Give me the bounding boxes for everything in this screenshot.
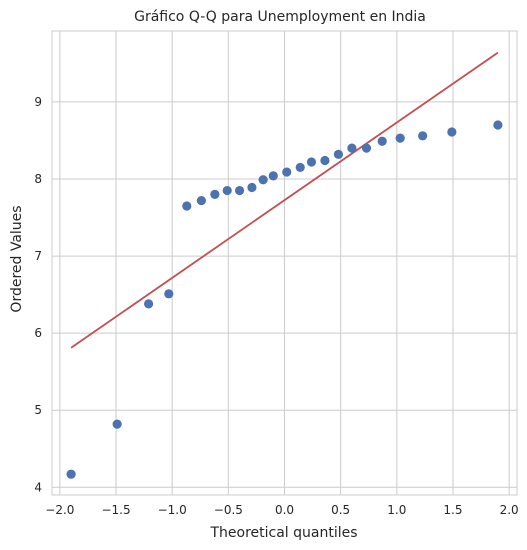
y-tick-labels: 4 5 6 7 8 9 (34, 95, 42, 494)
data-point (112, 419, 122, 429)
data-point (143, 299, 154, 309)
y-tick-label: 6 (34, 326, 42, 340)
chart-title: Gráfico Q-Q para Unemployment en India (134, 9, 426, 25)
data-point (395, 133, 405, 143)
data-series (66, 51, 503, 479)
fit-line (70, 51, 499, 349)
y-tick-label: 9 (34, 95, 42, 109)
grid (52, 31, 517, 495)
data-point (377, 136, 387, 146)
data-point (493, 120, 503, 130)
x-tick-label: −1.0 (158, 503, 187, 517)
x-tick-label: −1.5 (101, 503, 130, 517)
y-tick-label: 4 (34, 480, 42, 494)
data-point (295, 162, 305, 173)
data-point (418, 131, 428, 141)
data-point (210, 189, 220, 200)
x-tick-label: 1.5 (443, 503, 462, 517)
data-point (234, 185, 245, 196)
data-point (347, 143, 357, 153)
data-point (196, 195, 206, 206)
y-tick-label: 5 (34, 403, 42, 417)
data-point (282, 167, 292, 177)
y-axis-label: Ordered Values (9, 205, 25, 312)
data-point (320, 155, 330, 166)
data-point (247, 182, 257, 193)
data-point (222, 185, 232, 196)
x-tick-label: −2.0 (45, 503, 74, 517)
data-point (306, 157, 317, 167)
data-point (447, 127, 457, 137)
x-tick-label: 0.5 (331, 503, 350, 517)
x-tick-label: 1.0 (387, 503, 406, 517)
y-tick-label: 8 (34, 172, 42, 186)
data-point (66, 469, 76, 479)
x-tick-label: 0.0 (275, 503, 294, 517)
data-point (182, 201, 192, 211)
data-point (361, 143, 372, 153)
x-axis-label: Theoretical quantiles (209, 525, 357, 541)
x-tick-labels: −2.0 −1.5 −1.0 −0.5 0.0 0.5 1.0 1.5 2.0 (45, 503, 518, 517)
y-tick-label: 7 (34, 249, 42, 263)
data-point (164, 289, 174, 299)
data-point (268, 171, 278, 181)
x-tick-label: −0.5 (214, 503, 243, 517)
data-point (258, 175, 268, 185)
data-point (333, 149, 344, 159)
x-tick-label: 2.0 (500, 503, 519, 517)
